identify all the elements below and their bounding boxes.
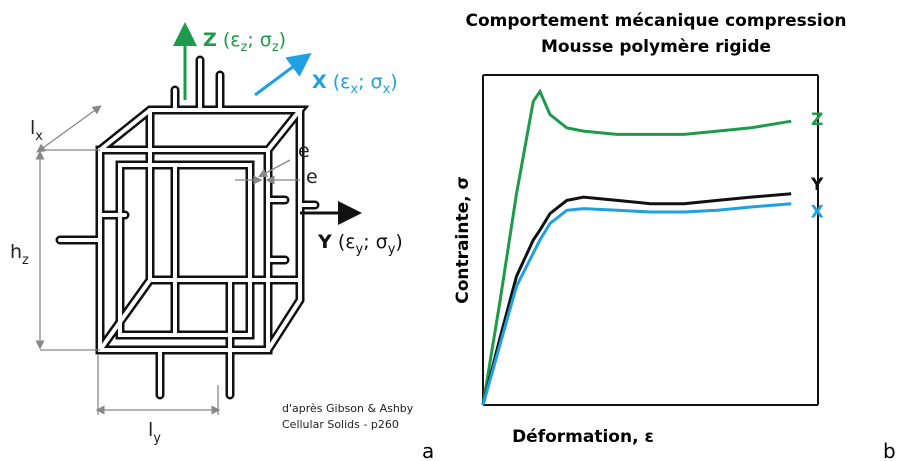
series-line [481, 88, 792, 406]
axis-part: ) [395, 231, 402, 253]
dim-sub: z [22, 253, 29, 268]
credit: Cellular Solids - p260 [282, 418, 399, 431]
axis-part: (ε [223, 29, 241, 51]
dimension-label: ly [148, 419, 161, 446]
axis-part: (ε [333, 71, 351, 93]
axis-part: y [356, 242, 364, 257]
axis-label: Z (εz; σz) [203, 29, 286, 55]
panel-label: b [883, 439, 896, 461]
credit: d'après Gibson & Ashby [282, 402, 414, 415]
dimension-label: lx [30, 117, 43, 144]
dim-sub: y [153, 431, 161, 446]
chart-title: Comportement mécanique compression [466, 11, 847, 31]
axis-label: X (εx; σx) [312, 71, 398, 97]
dim-sub: x [35, 129, 43, 144]
cell-drawing [35, 22, 362, 415]
dimension-label: e [298, 140, 310, 162]
strut-core [58, 58, 317, 397]
dimension-label: hz [10, 241, 29, 268]
series-line [481, 192, 792, 406]
axis-label: Y (εy; σy) [317, 231, 403, 257]
dim-letter: e [298, 140, 310, 162]
axis-part: ; σ [358, 71, 382, 93]
axis-part: ; σ [247, 29, 271, 51]
dimension-label: e [306, 166, 318, 188]
axis-name: X [312, 71, 327, 93]
dim-letter: l [148, 419, 153, 441]
axis-part: ; σ [363, 231, 387, 253]
axis-part: ) [279, 29, 286, 51]
panel-label: a [422, 439, 434, 461]
dim-letter: h [10, 241, 22, 263]
dim-letter: e [306, 166, 318, 188]
axis-part: y [388, 242, 396, 257]
dim-letter: l [30, 117, 35, 139]
series-label: Z [811, 110, 823, 130]
axis-part: x [383, 82, 391, 97]
axis-name: Y [317, 231, 332, 253]
y-axis-label: Contrainte, σ [453, 176, 473, 303]
series-label: Y [810, 175, 824, 195]
axis-part: z [272, 40, 279, 55]
x-axis-label: Déformation, ε [512, 427, 654, 447]
axis-name: Z [203, 29, 217, 51]
axis-part: z [241, 40, 248, 55]
series-line [481, 202, 792, 406]
series-label: X [811, 203, 824, 223]
axis-part: x [350, 82, 358, 97]
axis-part: (ε [338, 231, 356, 253]
chart-title: Mousse polymère rigide [541, 37, 771, 57]
axis-part: ) [390, 71, 397, 93]
